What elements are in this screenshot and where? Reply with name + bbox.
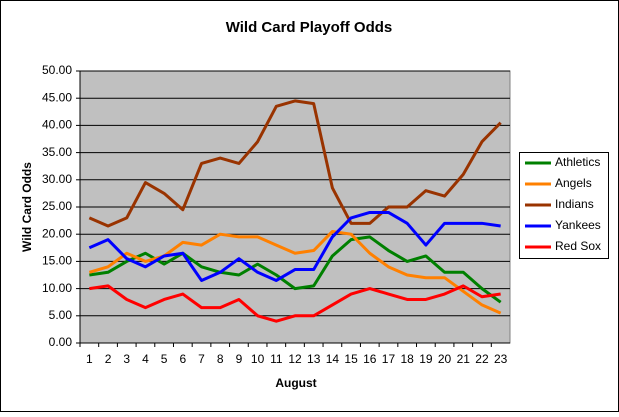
- x-tick-label: 23: [494, 352, 508, 366]
- x-axis-label: August: [275, 376, 316, 390]
- x-tick-label: 14: [326, 352, 340, 366]
- y-tick-label: 30.00: [42, 172, 72, 186]
- y-tick-label: 20.00: [42, 226, 72, 240]
- x-tick-label: 21: [457, 352, 471, 366]
- y-tick-label: 45.00: [42, 90, 72, 104]
- x-tick-label: 22: [475, 352, 489, 366]
- y-tick-label: 10.00: [42, 281, 72, 295]
- y-tick-label: 25.00: [42, 199, 72, 213]
- x-tick-label: 19: [419, 352, 433, 366]
- x-tick-label: 4: [142, 352, 149, 366]
- x-tick-label: 20: [438, 352, 452, 366]
- series-line: [88, 229, 502, 315]
- x-tick-label: 11: [270, 352, 283, 366]
- legend-label: Yankees: [555, 218, 601, 232]
- legend-label: Red Sox: [555, 239, 601, 253]
- x-tick-label: 16: [363, 352, 377, 366]
- y-tick-label: 50.00: [42, 63, 72, 77]
- x-tick-label: 6: [179, 352, 186, 366]
- x-tick-label: 7: [198, 352, 205, 366]
- y-tick-label: 0.00: [49, 335, 73, 349]
- series-line: [89, 284, 501, 323]
- legend-label: Athletics: [555, 155, 600, 169]
- legend-label: Indians: [555, 197, 594, 211]
- series-line: [88, 210, 501, 282]
- y-tick-label: 5.00: [49, 308, 73, 322]
- x-tick-label: 2: [105, 352, 112, 366]
- x-tick-label: 8: [217, 352, 224, 366]
- x-tick-label: 1: [86, 352, 93, 366]
- y-axis-label: Wild Card Odds: [20, 162, 34, 252]
- legend-label: Angels: [555, 176, 592, 190]
- series-line: [88, 99, 502, 228]
- x-tick-label: 12: [288, 352, 302, 366]
- x-tick-label: 18: [400, 352, 414, 366]
- x-tick-label: 15: [344, 352, 358, 366]
- x-tick-label: 13: [307, 352, 321, 366]
- x-tick-label: 9: [236, 352, 243, 366]
- y-tick-label: 40.00: [42, 118, 72, 132]
- chart-title: Wild Card Playoff Odds: [226, 19, 393, 36]
- x-tick-label: 3: [123, 352, 130, 366]
- y-tick-label: 15.00: [42, 254, 72, 268]
- x-tick-label: 10: [251, 352, 265, 366]
- y-tick-label: 35.00: [42, 145, 72, 159]
- x-tick-label: 17: [382, 352, 396, 366]
- x-tick-label: 5: [161, 352, 168, 366]
